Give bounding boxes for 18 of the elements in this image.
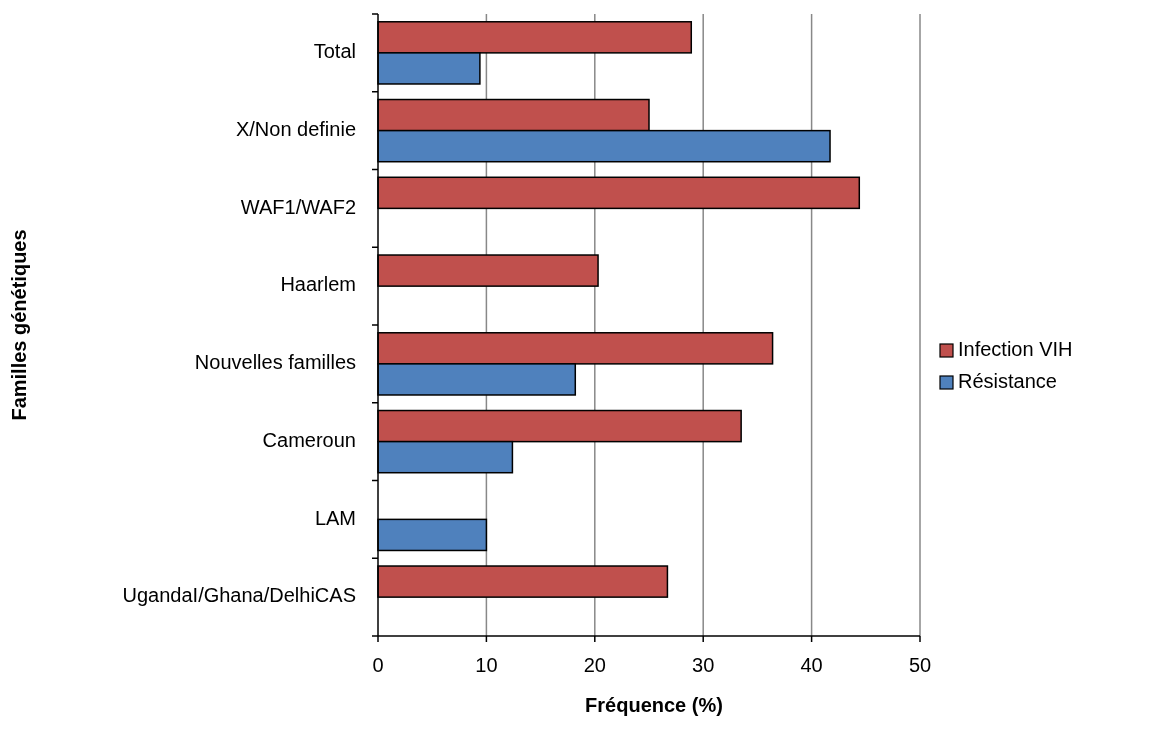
y-tick-label: Nouvelles familles [194, 351, 356, 374]
y-tick-label: Total [313, 40, 356, 63]
y-tick-label: X/Non definie [235, 117, 356, 140]
legend-label: Résistance [958, 370, 1057, 393]
x-axis-title: Fréquence (%) [585, 694, 723, 716]
y-tick-label: WAF1/WAF2 [240, 195, 356, 218]
x-tick-label: 50 [908, 654, 932, 676]
x-tick-label: 0 [372, 654, 384, 676]
y-tick-label: UgandaI/Ghana/DelhiCAS [122, 584, 356, 607]
x-tick-label: 40 [800, 654, 823, 676]
x-tick-label: 30 [692, 654, 715, 676]
y-axis-title: Familles génétiques [8, 229, 30, 421]
x-tick-label: 10 [475, 654, 498, 676]
y-tick-label: Cameroun [262, 428, 356, 451]
x-tick-label: 20 [583, 654, 606, 676]
y-tick-label: Haarlem [280, 273, 356, 296]
y-tick-label: LAM [314, 506, 356, 529]
legend-label: Infection VIH [958, 338, 1073, 361]
